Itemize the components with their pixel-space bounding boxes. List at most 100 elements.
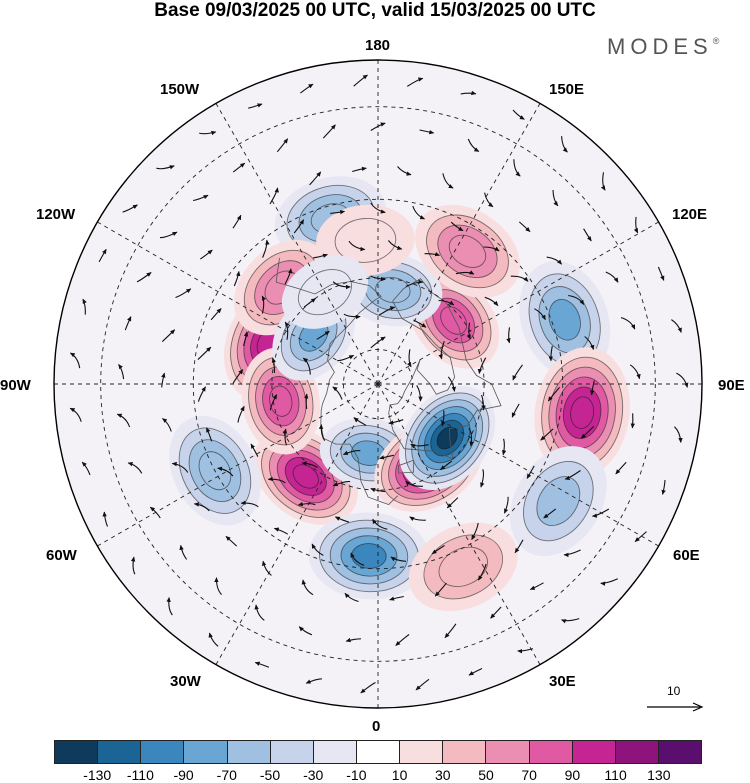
wind-arrow <box>199 130 217 136</box>
lon-label-150e: 150E <box>549 81 585 98</box>
wind-arrow <box>116 413 131 428</box>
colorbar-tick-label: -130 <box>83 767 112 783</box>
wind-arrow <box>405 279 424 287</box>
wind-arrow <box>304 393 309 409</box>
wind-arrow <box>254 661 270 668</box>
wind-arrow <box>447 376 456 392</box>
wind-arrow <box>410 443 429 449</box>
lon-label-120w: 120W <box>36 206 76 223</box>
wind-arrow <box>360 682 376 694</box>
wind-arrow <box>353 74 368 87</box>
wind-arrow <box>250 443 259 457</box>
wind-arrow <box>175 288 192 299</box>
wind-arrow <box>552 189 559 207</box>
wind-arrow <box>481 394 486 411</box>
wind-arrow <box>69 352 81 369</box>
colorbar-tick-label: -110 <box>126 767 154 783</box>
brand-text: MODES <box>607 34 713 59</box>
wind-arrow <box>345 637 361 643</box>
wind-arrow <box>332 480 351 487</box>
lon-label-180: 180 <box>365 37 391 54</box>
map-title: Base 09/03/2025 00 UTC, valid 15/03/2025… <box>154 0 596 21</box>
wind-arrow <box>676 372 689 388</box>
wind-arrow <box>477 563 487 581</box>
wind-arrow <box>661 479 666 495</box>
wind-arrow <box>600 172 606 191</box>
wind-arrow <box>620 317 636 330</box>
wind-arrow <box>434 582 447 597</box>
wind-arrow <box>161 372 166 388</box>
lon-label-60e: 60E <box>673 547 700 564</box>
wind-arrow <box>563 549 581 558</box>
wind-arrow <box>413 319 427 328</box>
wind-arrow <box>387 240 403 251</box>
colorbar-box <box>658 741 702 763</box>
anomaly-contour <box>570 396 595 430</box>
wind-arrow <box>419 129 435 135</box>
wind-arrow <box>629 364 641 380</box>
colorbar-tick-label: 110 <box>604 767 627 783</box>
wind-arrow <box>438 341 445 360</box>
wind-arrow <box>503 496 509 514</box>
wind-arrow <box>127 461 143 474</box>
wind-arrow <box>124 316 132 331</box>
wind-arrow <box>166 596 173 616</box>
wind-arrow <box>261 560 272 576</box>
wind-arrow <box>217 466 234 477</box>
wind-arrow <box>467 138 480 152</box>
wind-arrow <box>378 306 396 316</box>
colorbar-tick-label: -90 <box>173 767 194 783</box>
wind-arrow <box>311 543 324 556</box>
wind-arrow <box>444 623 457 639</box>
wind-arrow <box>561 136 568 153</box>
wind-arrow <box>318 423 326 442</box>
colorbar-box <box>227 741 271 763</box>
wind-arrow <box>548 345 553 362</box>
wind-arrow <box>261 295 267 314</box>
colorbar-box <box>443 741 487 763</box>
wind-arrow <box>390 556 407 562</box>
wind-arrow <box>389 595 404 601</box>
polar-stereographic-map <box>53 59 703 709</box>
wind-arrow <box>561 618 580 624</box>
wind-arrow <box>460 90 477 96</box>
wind-arrow <box>510 275 529 282</box>
wind-arrow <box>501 438 507 456</box>
wind-arrow <box>208 632 219 647</box>
colorbar-tick-label: 30 <box>435 767 451 783</box>
wind-arrow <box>490 606 502 619</box>
lon-label-90e: 90E <box>718 377 745 394</box>
wind-arrow <box>302 357 311 375</box>
wind-arrow <box>370 488 386 493</box>
colorbar-tick-label: 90 <box>564 767 581 783</box>
wind-arrow <box>81 461 91 476</box>
wind-arrow <box>159 231 178 239</box>
wind-arrow <box>332 386 343 400</box>
colorbar-box <box>615 741 659 763</box>
wind-arrow <box>330 210 346 215</box>
wind-arrow <box>370 275 386 282</box>
wind-arrow <box>513 159 521 177</box>
wind-arrow <box>271 357 277 374</box>
wind-arrow <box>237 405 245 423</box>
wind-arrow <box>118 363 125 380</box>
wind-arrow <box>409 516 426 522</box>
wind-arrow <box>370 122 386 131</box>
wind-arrow <box>284 268 293 285</box>
wind-arrow <box>352 166 367 173</box>
wind-arrow <box>468 667 483 676</box>
coastline <box>397 459 415 474</box>
wind-arrow <box>379 454 394 460</box>
wind-arrow <box>242 331 249 347</box>
lon-label-30w: 30W <box>170 673 201 690</box>
wind-arrow <box>276 138 289 153</box>
wind-arrow <box>233 270 241 287</box>
colorbar-box <box>55 741 99 763</box>
wind-arrow <box>512 364 523 381</box>
wind-arrow <box>395 634 410 646</box>
wind-arrow <box>455 270 475 275</box>
wind-arrow <box>370 336 386 349</box>
wind-arrow <box>348 240 366 252</box>
negative-anomaly <box>519 261 611 379</box>
wind-arrow <box>674 426 683 443</box>
